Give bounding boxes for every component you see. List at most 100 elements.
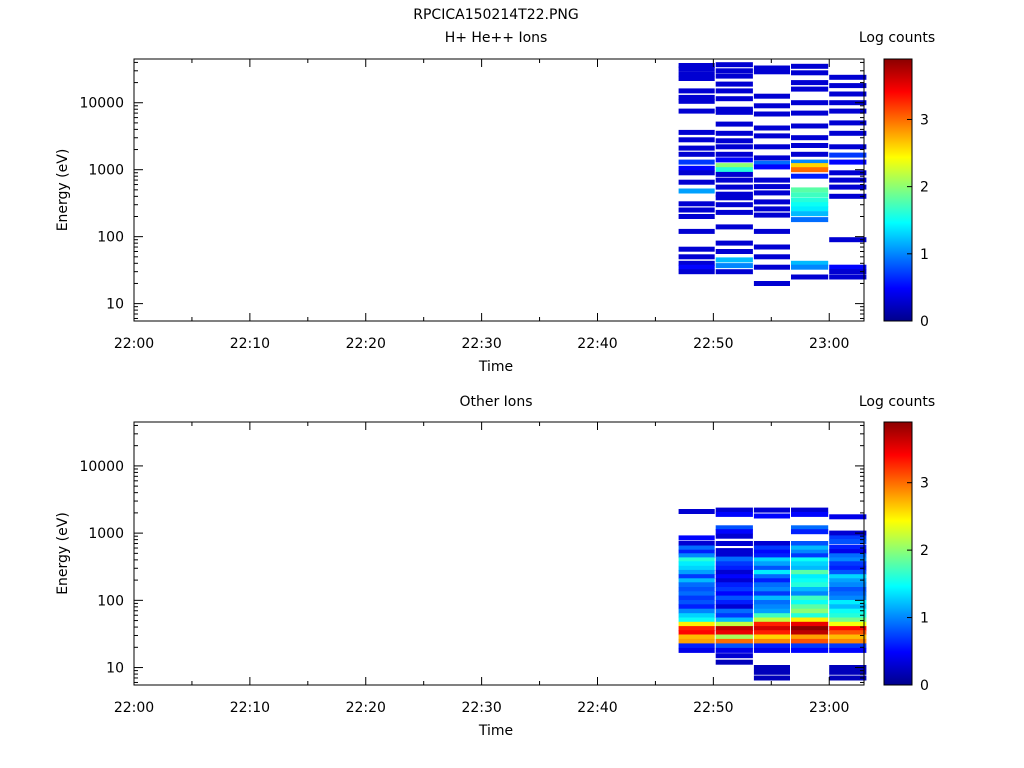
colorbar: Log counts 0 1 2 3 [859,394,935,694]
heatmap-cell [753,281,790,286]
panel-other-ions: Other Ions 22:00 22:10 22:20 22:30 22:40 22:50… [55,394,935,739]
heatmap-cell [791,574,829,580]
heatmap-cell [791,545,829,551]
heatmap-cell [715,507,753,513]
heatmap-cell [678,188,715,194]
heatmap-cell [678,647,715,653]
heatmap-cell [753,621,790,627]
heatmap-cell [791,202,829,208]
heatmap-cell [678,214,715,219]
heatmap-cell [829,100,867,106]
y-axis: 10 100 1000 10000 [79,61,864,319]
heatmap-cell [791,167,829,173]
heatmap-cell [753,264,790,270]
heatmap-cell [678,260,715,266]
colorbar-tick-label: 3 [920,476,929,492]
heatmap-cell [753,587,790,592]
heatmap-cell [715,587,753,592]
heatmap-cell [715,191,753,197]
heatmap-cell [829,514,867,520]
heatmap-cell [791,587,829,592]
heatmap-cell [791,582,829,588]
y-tick-label: 1000 [88,163,124,179]
heatmap-cell [715,202,753,208]
heatmap-cell [791,549,829,555]
x-tick-label: 22:40 [577,700,617,716]
x-tick-label: 22:00 [114,700,154,716]
heatmap-cell [678,98,715,104]
heatmap-cell [715,240,753,246]
heatmap-cell [829,544,867,550]
heatmap-cell [715,569,753,575]
heatmap-cell [715,600,753,605]
y-tick-label: 10 [106,661,124,677]
colorbar-tick-label: 0 [920,678,929,694]
heatmap-cell [715,582,753,588]
heatmap-cell [753,228,790,234]
x-tick-label: 22:30 [461,700,501,716]
heatmap-cell [678,578,715,584]
heatmap-cell [715,604,753,610]
heatmap-cell [715,121,753,127]
heatmap-cell [829,600,867,605]
heatmap-cell [678,207,715,213]
heatmap-cell [715,556,753,562]
page-title: RPCICA150214T22.PNG [413,7,578,23]
heatmap-cell [829,120,867,126]
heatmap-cell [678,228,715,234]
heatmap-cell [678,535,715,541]
heatmap-cell [715,529,753,535]
y-tick-label: 10 [106,297,124,313]
heatmap-cell [715,81,753,87]
heatmap-cell [678,561,715,567]
heatmap-cell [829,587,867,592]
y-tick-label: 10000 [79,96,124,112]
heatmap-cell [829,557,867,563]
colorbar-label: Log counts [859,30,935,46]
heatmap-cell [678,246,715,252]
y-tick-label: 1000 [88,526,124,542]
colorbar-tick-label: 1 [920,247,929,263]
heatmap-cell [678,569,715,575]
heatmap-cell [753,553,790,559]
heatmap-cell [753,578,790,584]
heatmap-cell [678,254,715,260]
heatmap-cell [678,600,715,605]
heatmap-cell [753,630,790,636]
heatmap-cell [791,110,829,116]
heatmap-cell [715,659,753,665]
heatmap-cell [678,608,715,614]
heatmap-cell [715,591,753,597]
heatmap-cell [715,647,753,653]
heatmap-cell [715,552,753,558]
heatmap-cell [829,617,867,623]
heatmap-cell [753,541,790,546]
colorbar-gradient [883,421,913,686]
heatmap-cell [678,137,715,143]
heatmap-cell [829,184,867,190]
heatmap-cell [678,574,715,580]
heatmap-cell [715,617,753,623]
colorbar-label: Log counts [859,394,935,410]
heatmap-cell [829,177,867,183]
heatmap-cells [678,507,867,681]
heatmap-cell [791,613,829,619]
heatmap-cell [829,595,867,601]
heatmap-cell [715,626,753,632]
heatmap-cell [791,608,829,614]
heatmap-cell [715,177,753,183]
heatmap-cell [678,630,715,636]
heatmap-cells [678,62,867,286]
heatmap-cell [715,565,753,571]
x-tick-label: 22:40 [577,336,617,352]
heatmap-cell [715,541,753,546]
heatmap-cell [829,530,867,536]
heatmap-cell [829,108,867,114]
heatmap-cell [791,274,829,280]
heatmap-cell [753,634,790,640]
heatmap-cell [829,274,867,280]
panel-title: H+ He++ Ions [445,30,548,46]
heatmap-cell [678,165,715,171]
y-tick-label: 100 [97,230,124,246]
